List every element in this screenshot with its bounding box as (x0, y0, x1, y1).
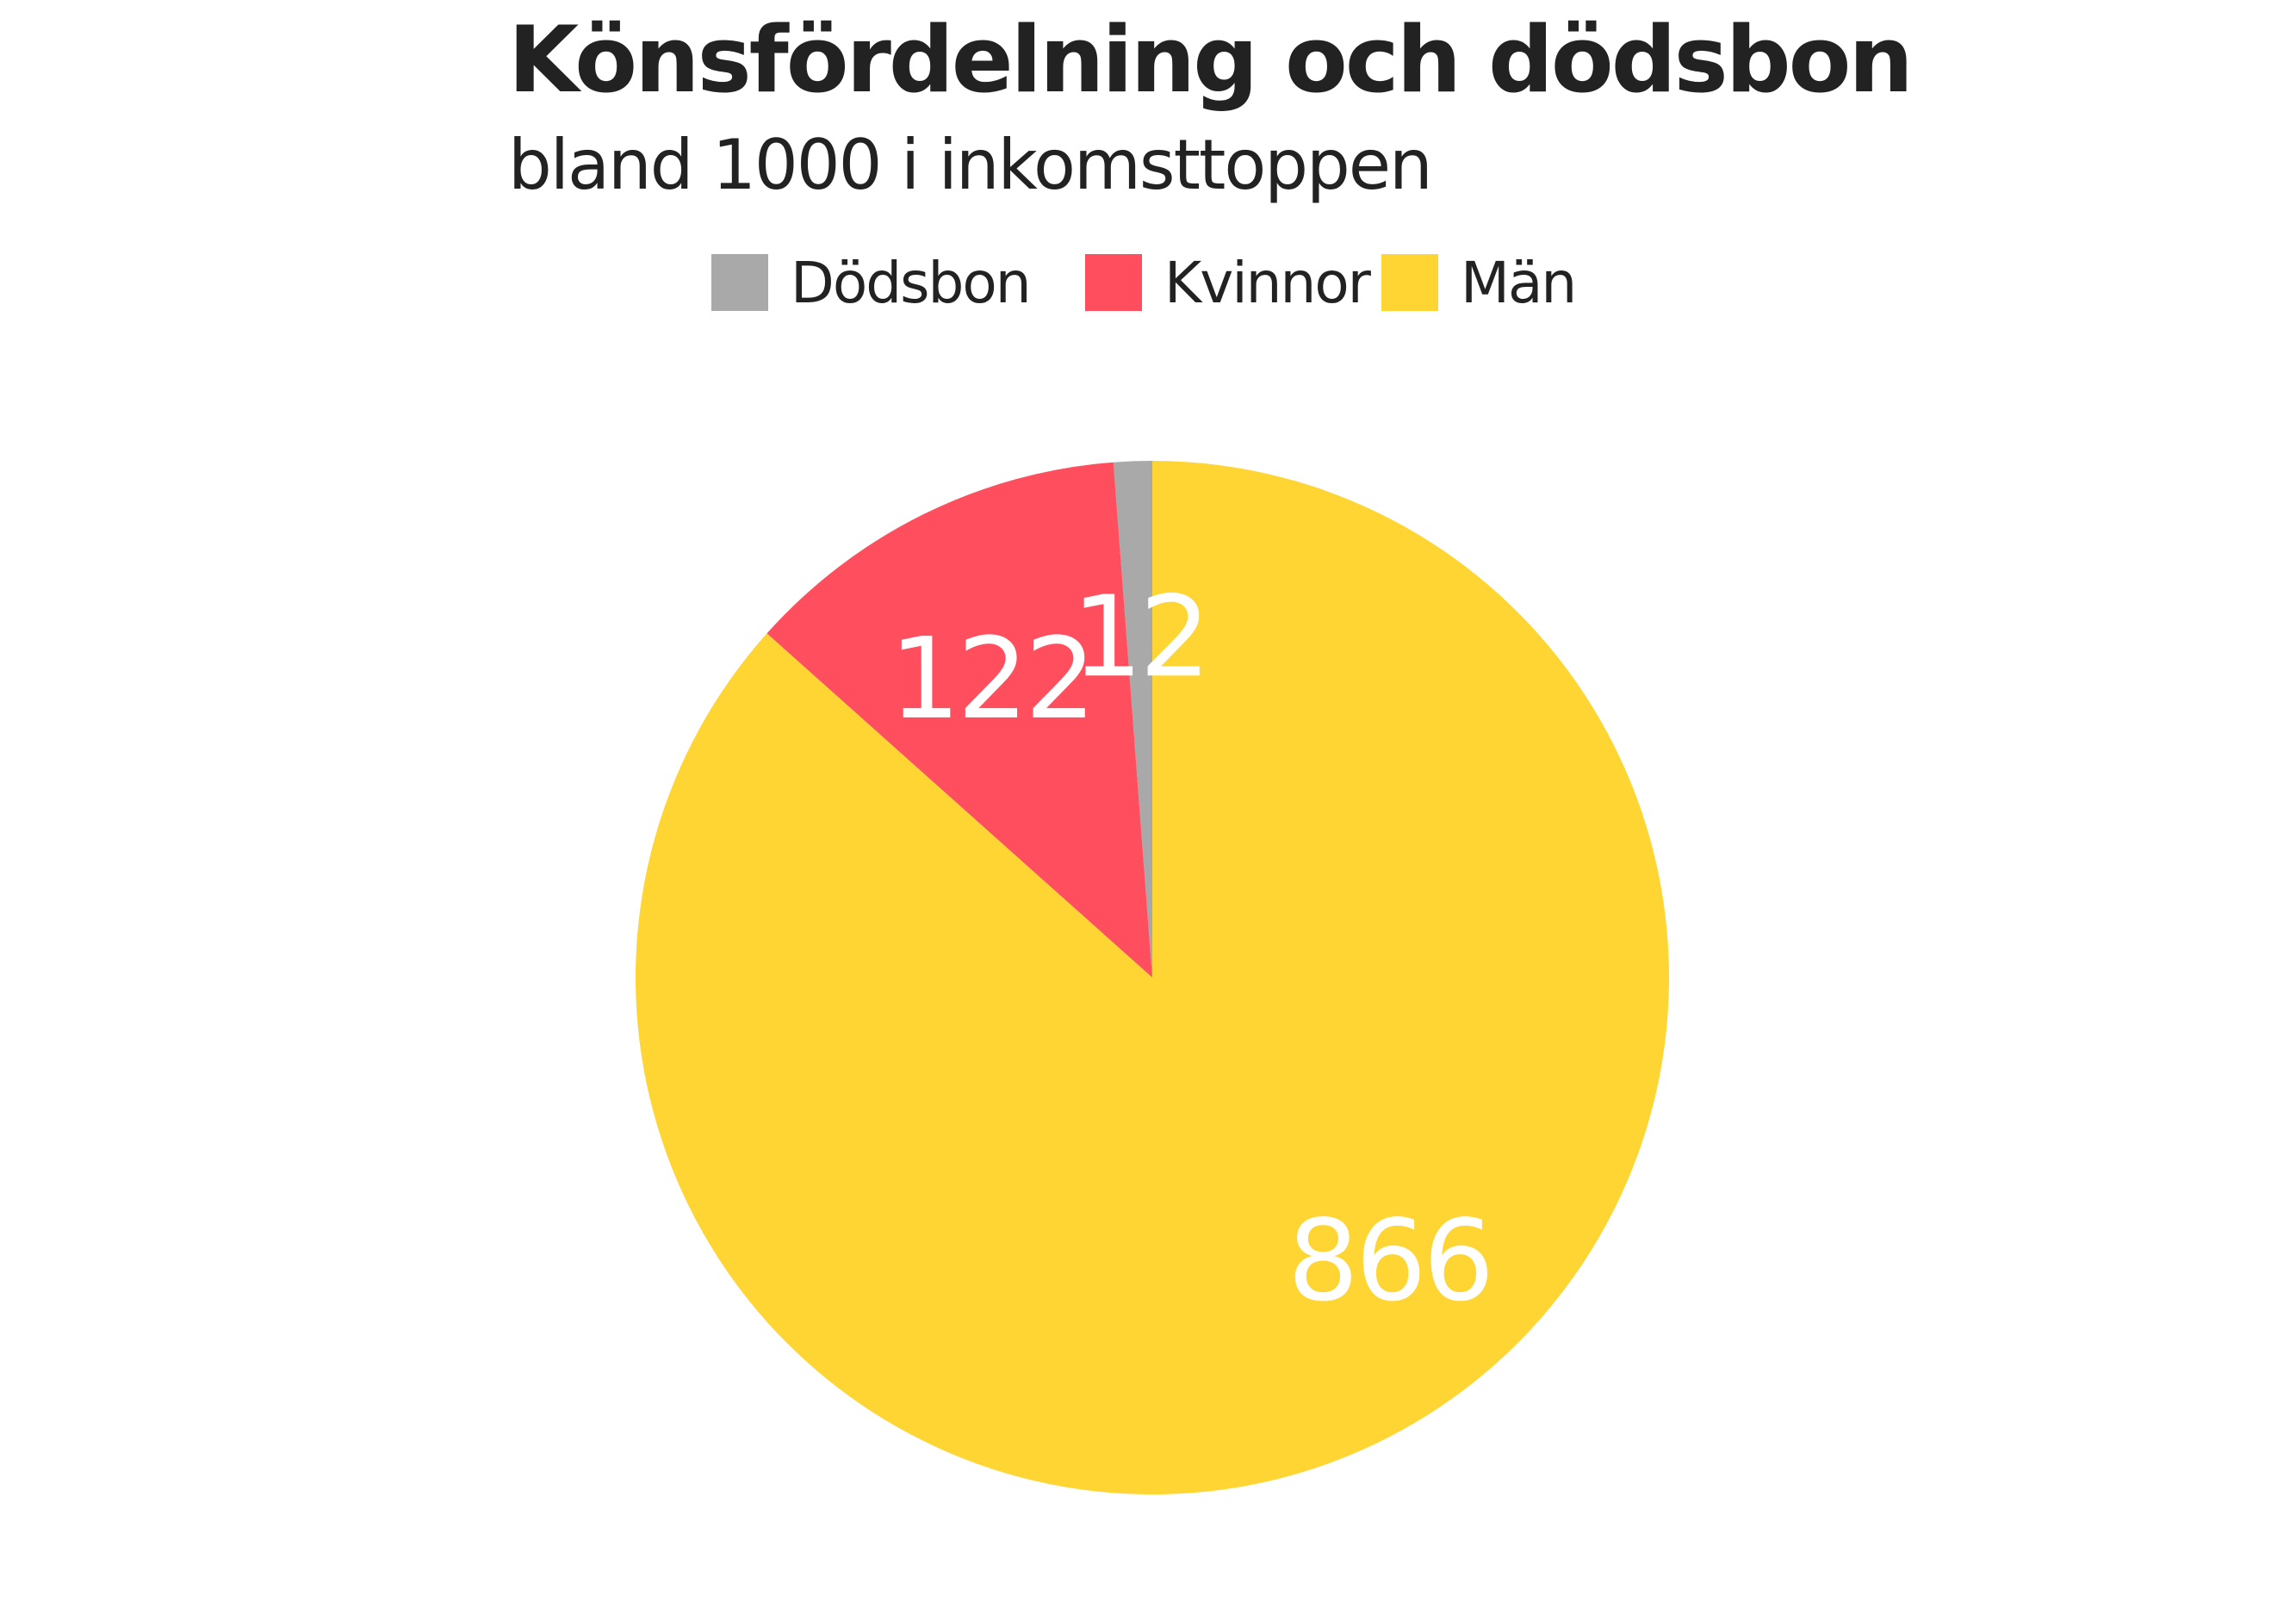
legend-item-man: Män (1381, 248, 1577, 317)
legend-label-man: Män (1461, 249, 1577, 316)
legend: Dödsbon Kvinnor Män (0, 248, 2296, 317)
legend-label-kvinnor: Kvinnor (1164, 249, 1371, 316)
legend-item-kvinnor: Kvinnor (1085, 248, 1371, 317)
pie-slice-label-1: 122 (890, 613, 1093, 744)
legend-swatch-dodsbon (711, 254, 768, 311)
legend-label-dodsbon: Dödsbon (791, 249, 1032, 316)
pie-slice-label-0: 12 (1071, 571, 1207, 702)
chart-title: Könsfördelning och dödsbon (508, 7, 1914, 113)
legend-swatch-kvinnor (1085, 254, 1142, 311)
pie-slice-0 (1113, 461, 1152, 978)
chart-subtitle: bland 1000 i inkomsttoppen (508, 125, 1433, 205)
legend-swatch-man (1381, 254, 1438, 311)
pie-slice-1 (766, 462, 1152, 978)
pie-slice-label-2: 866 (1288, 1196, 1491, 1326)
pie-slices (636, 461, 1670, 1494)
legend-item-dodsbon: Dödsbon (711, 248, 1032, 317)
pie-slice-2 (636, 461, 1670, 1494)
